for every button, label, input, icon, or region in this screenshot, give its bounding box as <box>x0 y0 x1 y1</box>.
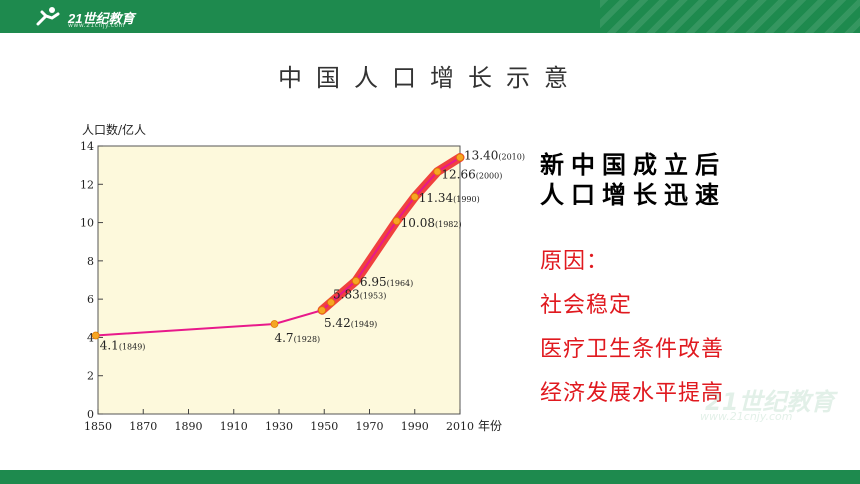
heading-line-2: 人口增长迅速 <box>540 181 726 209</box>
y-tick-label: 4 <box>87 331 94 344</box>
watermark-sub: www.21cnjy.com <box>700 410 793 423</box>
data-point <box>433 167 442 176</box>
data-point <box>410 193 419 201</box>
x-tick-label: 1950 <box>310 420 338 433</box>
y-tick-label: 0 <box>87 408 94 421</box>
logo: 21世纪教育 www.21cnjy.com <box>32 5 134 29</box>
y-axis-label: 人口数/亿人 <box>82 122 146 137</box>
data-point <box>91 331 100 340</box>
data-point <box>392 217 401 225</box>
reasons-list: 原因： 社会稳定 医疗卫生条件改善 经济发展水平提高 <box>540 246 724 422</box>
x-tick-label: 1910 <box>220 420 248 433</box>
y-tick-label: 2 <box>87 370 94 383</box>
x-tick-label: 2010 <box>446 420 474 433</box>
data-label: 5.83(1953) <box>333 287 386 301</box>
data-point <box>456 153 464 162</box>
bottom-bar <box>0 470 860 484</box>
conclusion-heading: 新中国成立后 人口增长迅速 <box>540 150 726 210</box>
x-tick-label: 1870 <box>129 420 157 433</box>
y-tick-label: 12 <box>80 178 94 191</box>
data-label: 6.95(1964) <box>360 275 413 289</box>
y-tick-label: 6 <box>87 293 94 306</box>
y-ticks: 0 2 4 6 8 10 12 14 <box>80 140 103 421</box>
data-label: 4.1(1849) <box>100 339 146 353</box>
reasons-title: 原因： <box>540 249 610 274</box>
plot-area <box>97 145 461 415</box>
heading-line-1: 新中国成立后 <box>540 151 726 179</box>
reason-item: 经济发展水平提高 <box>540 381 725 406</box>
x-tick-label: 1970 <box>356 420 384 433</box>
logo-text: 21世纪教育 <box>68 10 135 26</box>
x-ticks: 1850 1870 1890 1910 1930 1950 1970 1990 2010 <box>84 409 474 433</box>
x-tick-label: 1990 <box>401 420 429 433</box>
x-tick-label: 1890 <box>175 420 203 433</box>
page-title: 中国人口增长示意 <box>278 64 582 92</box>
logo-subtext: www.21cnjy.com <box>68 22 125 29</box>
data-label: 5.42(1949) <box>324 316 377 330</box>
data-points <box>91 153 464 340</box>
data-label: 10.08(1982) <box>401 216 462 230</box>
data-label: 11.34(1990) <box>419 191 480 205</box>
data-label: 4.7(1928) <box>274 331 320 345</box>
x-tick-label: 1930 <box>265 420 293 433</box>
data-point <box>327 298 335 307</box>
watermark: 21世纪教育 <box>705 388 835 416</box>
x-tick-label: 1850 <box>84 420 112 433</box>
top-bar-stripe <box>600 0 860 33</box>
reason-item: 医疗卫生条件改善 <box>540 337 725 362</box>
runner-icon <box>36 7 60 26</box>
data-labels: 4.1(1849) 4.7(1928) 5.42(1949) 5.83(1953)6.… <box>100 148 525 352</box>
y-tick-label: 8 <box>87 255 94 268</box>
data-point <box>270 320 279 328</box>
reason-item: 社会稳定 <box>540 293 633 318</box>
data-label: 13.40(2010) <box>464 148 525 162</box>
top-bar: 21世纪教育 www.21cnjy.com <box>0 0 860 33</box>
data-point <box>352 277 360 285</box>
x-axis-label: 年份 <box>478 419 502 433</box>
data-point <box>318 306 326 315</box>
y-tick-label: 10 <box>80 217 94 230</box>
y-tick-label: 14 <box>80 140 94 153</box>
data-label: 12.66(2000) <box>441 168 502 182</box>
